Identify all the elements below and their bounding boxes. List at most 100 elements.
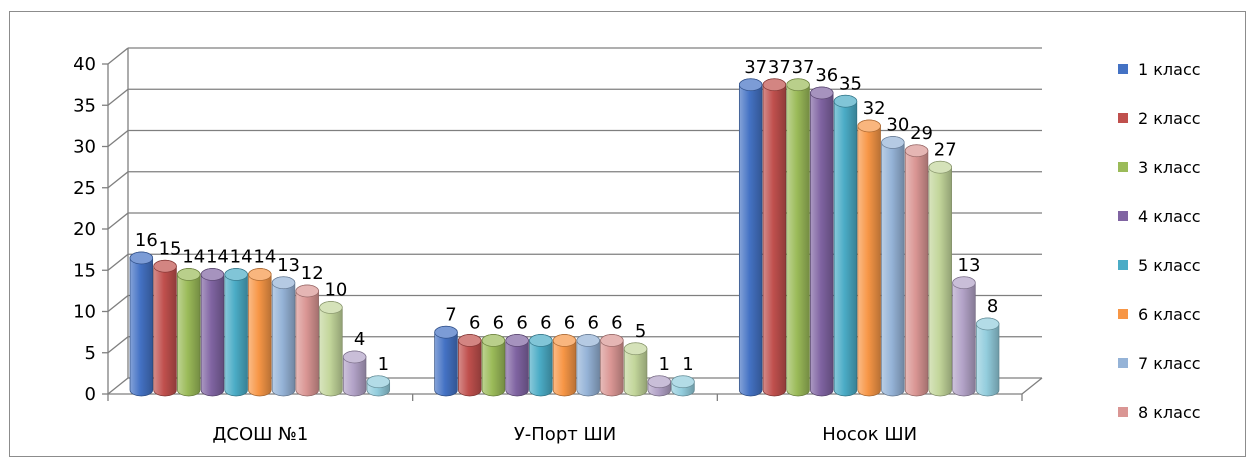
bar <box>153 259 177 397</box>
bar-body <box>224 268 248 397</box>
y-tick-label: 15 <box>73 260 96 281</box>
legend: 1 класс 2 класс 3 класс 4 класс 5 класс 6 кла… <box>1118 60 1201 422</box>
y-tick-label: 0 <box>85 384 96 405</box>
data-label: 14 <box>253 247 276 268</box>
bar-top <box>600 334 624 347</box>
bar-body <box>810 86 834 397</box>
legend-swatch <box>1118 64 1128 74</box>
data-label: 32 <box>863 98 886 119</box>
bar-top <box>810 86 834 100</box>
gridline-depth <box>107 294 129 313</box>
gridline-depth <box>107 47 129 65</box>
data-label: 14 <box>230 247 253 268</box>
data-label: 27 <box>934 139 957 160</box>
bar-body <box>928 160 952 397</box>
data-label: 6 <box>516 313 527 334</box>
bar-top <box>153 259 177 273</box>
y-tick-label: 30 <box>73 137 96 158</box>
bar-body <box>857 119 881 397</box>
bar-top <box>975 317 1000 331</box>
bar-top <box>177 268 201 281</box>
legend-label: 6 класс <box>1138 305 1201 324</box>
bar <box>762 78 787 397</box>
bars <box>129 78 1000 397</box>
bar <box>671 375 695 397</box>
data-label: 15 <box>159 238 182 259</box>
bar-top <box>129 251 154 265</box>
bar <box>576 334 600 397</box>
bar <box>434 325 458 397</box>
bar <box>904 144 929 397</box>
floor-edge <box>1021 377 1043 395</box>
bar-body <box>904 144 929 397</box>
bar-body <box>248 268 272 397</box>
bar-top <box>434 325 458 339</box>
bar-top <box>366 375 391 389</box>
gridline-depth <box>107 253 129 271</box>
bar <box>738 78 763 397</box>
bar <box>952 276 976 397</box>
y-tick-label: 20 <box>73 219 96 240</box>
bar-top <box>224 268 248 281</box>
bar <box>319 301 343 397</box>
bar <box>647 375 671 397</box>
gridline-depth <box>107 129 129 148</box>
data-label: 13 <box>958 255 981 276</box>
bar <box>248 268 272 397</box>
bar <box>505 334 529 397</box>
legend-swatch <box>1118 211 1128 221</box>
legend-label: 7 класс <box>1138 354 1201 373</box>
gridline-depth <box>107 212 129 230</box>
bar <box>600 334 624 397</box>
data-label: 6 <box>469 313 480 334</box>
y-tick-label: 25 <box>73 178 96 199</box>
bar-body <box>833 94 858 397</box>
bar <box>786 78 810 397</box>
data-label: 7 <box>445 304 456 325</box>
data-label: 29 <box>910 123 933 144</box>
y-tick-label: 40 <box>73 54 96 75</box>
data-label: 6 <box>611 313 622 334</box>
bar-body <box>177 268 201 397</box>
data-label: 6 <box>564 313 575 334</box>
bar-top <box>857 119 881 133</box>
bar-top <box>904 144 929 158</box>
legend-label: 2 класс <box>1138 109 1201 128</box>
data-label: 37 <box>792 57 815 78</box>
gridline-depth <box>107 377 129 395</box>
bar-top <box>833 94 858 108</box>
bar-top <box>762 78 787 92</box>
y-tick-label: 5 <box>85 343 96 364</box>
bar <box>177 268 201 397</box>
bar <box>271 276 296 397</box>
bar-body <box>762 78 787 397</box>
data-label: 13 <box>277 255 300 276</box>
x-tick-label: У-Порт ШИ <box>514 424 616 445</box>
bar <box>881 136 905 397</box>
legend-swatch <box>1118 358 1128 368</box>
data-label: 16 <box>135 230 158 251</box>
data-label: 1 <box>682 354 693 375</box>
legend-label: 3 класс <box>1138 158 1201 177</box>
y-tick-label: 35 <box>73 95 96 116</box>
bar <box>295 284 319 397</box>
bar <box>458 334 482 397</box>
gridline-depth <box>107 171 129 189</box>
bar <box>129 251 154 397</box>
data-label: 37 <box>744 57 767 78</box>
data-label: 36 <box>815 65 838 86</box>
bar-body <box>952 276 976 397</box>
bar-top <box>505 334 529 347</box>
bar <box>529 334 553 397</box>
data-label: 6 <box>587 313 598 334</box>
x-tick-label: Носок ШИ <box>822 424 917 445</box>
bar <box>975 317 1000 397</box>
bar-body <box>153 259 177 397</box>
data-label: 6 <box>493 313 504 334</box>
bar-top <box>248 268 272 281</box>
data-label: 14 <box>206 247 229 268</box>
legend-label: 4 класс <box>1138 207 1201 226</box>
bar-body <box>271 276 296 397</box>
